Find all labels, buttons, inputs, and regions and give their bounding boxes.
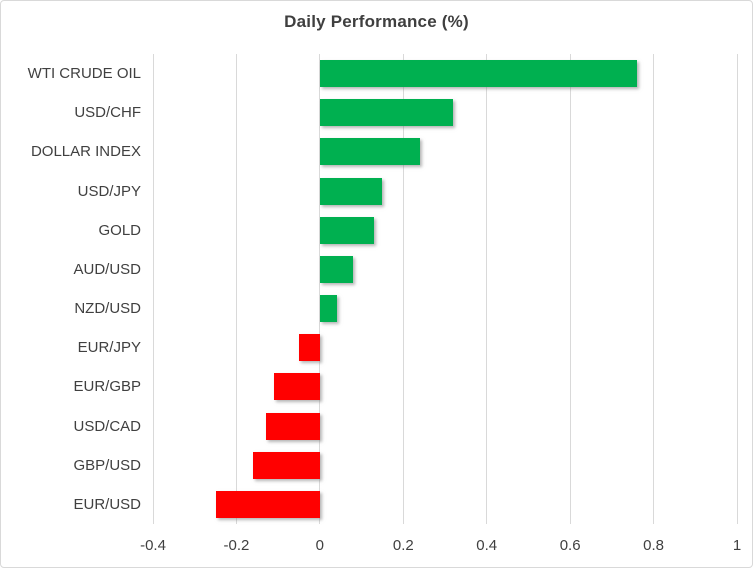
x-tick-label: 1 [732, 537, 742, 554]
x-tick-label: 0 [315, 537, 325, 554]
bar-eur-usd [215, 490, 320, 518]
gridline [569, 54, 571, 524]
category-label: USD/JPY [77, 182, 141, 200]
chart-title: Daily Performance (%) [284, 12, 469, 31]
gridline [152, 54, 154, 524]
category-label: EUR/USD [73, 495, 141, 513]
gridline [319, 54, 321, 524]
bar-eur-jpy [299, 334, 320, 362]
category-label: USD/CHF [74, 104, 141, 122]
category-axis: WTI CRUDE OIL USD/CHF DOLLAR INDEX USD/JPY G… [1, 54, 141, 524]
plot-area [152, 54, 738, 524]
category-label: GBP/USD [73, 456, 141, 474]
category-label: EUR/JPY [77, 339, 141, 357]
bar-nzd-usd [319, 295, 337, 323]
x-tick-label: 0.2 [392, 537, 414, 554]
x-tick-label: -0.4 [140, 537, 166, 554]
bar-gold [319, 216, 375, 244]
category-label: GOLD [98, 221, 141, 239]
bar-usd-jpy [319, 177, 383, 205]
gridline [653, 54, 655, 524]
bar-dollar-index [319, 138, 420, 166]
category-label: NZD/USD [74, 300, 141, 318]
bar-usd-cad [265, 412, 320, 440]
category-label: USD/CAD [73, 417, 141, 435]
bar-wti-crude-oil [319, 60, 637, 88]
gridline [402, 54, 404, 524]
category-label: DOLLAR INDEX [30, 143, 141, 161]
x-tick-label: 0.4 [476, 537, 498, 554]
bar-usd-chf [319, 99, 454, 127]
x-tick-label: 0.6 [559, 537, 581, 554]
category-label: AUD/USD [73, 260, 141, 278]
bar-aud-usd [319, 255, 354, 283]
bar-gbp-usd [253, 451, 320, 479]
gridline [235, 54, 237, 524]
category-label: EUR/GBP [73, 378, 141, 396]
x-tick-label: -0.2 [223, 537, 250, 554]
x-tick-label: 0.8 [643, 537, 664, 554]
value-axis: -0.4 -0.2 0 0.2 0.4 0.6 0.8 1 [140, 537, 741, 559]
bar-eur-gbp [273, 373, 320, 401]
gridline [486, 54, 488, 524]
gridline [736, 54, 738, 524]
category-label: WTI CRUDE OIL [27, 65, 141, 83]
